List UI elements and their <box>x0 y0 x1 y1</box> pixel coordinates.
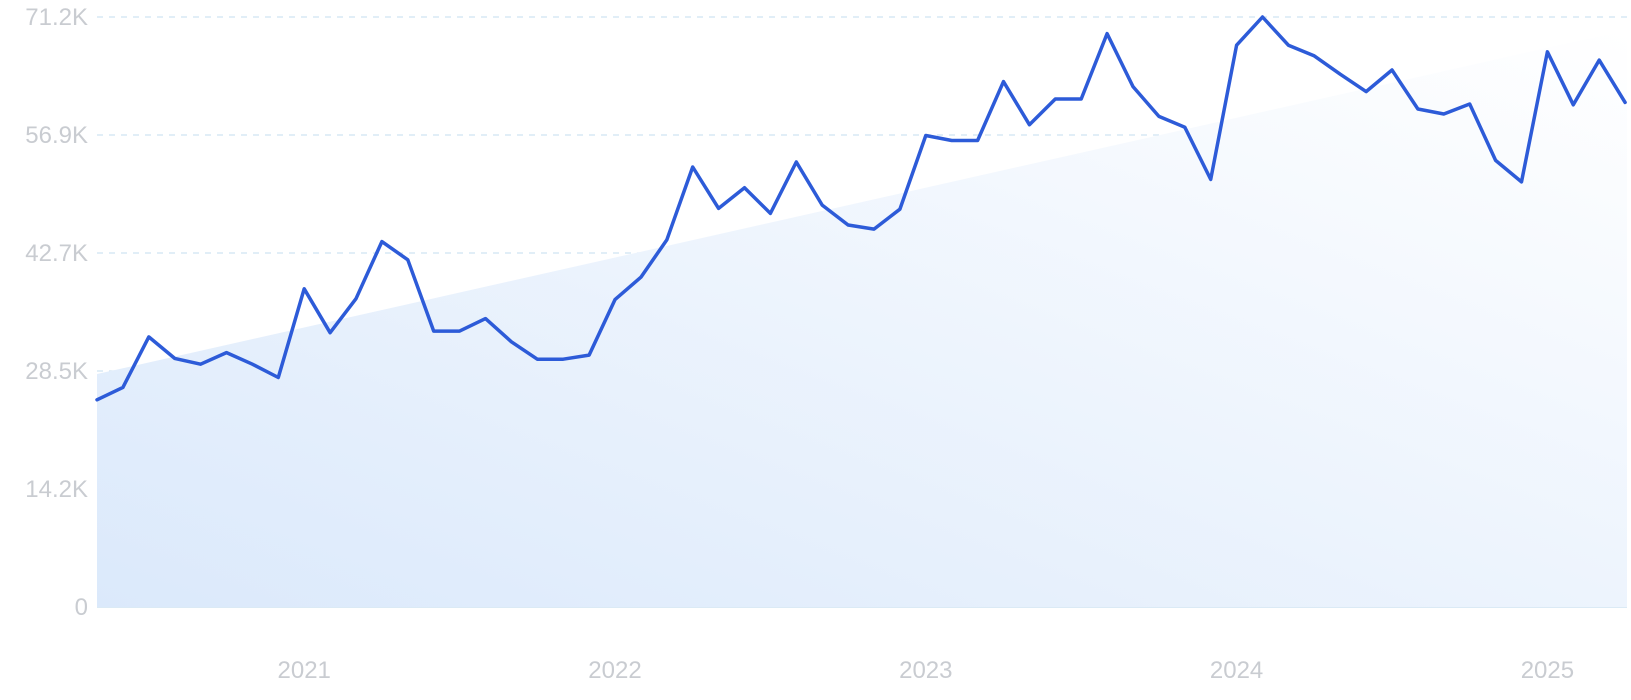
x-tick-label: 2025 <box>1521 657 1574 684</box>
trend-area-fill <box>97 29 1627 608</box>
y-tick-label: 14.2K <box>25 476 88 503</box>
series-line-group <box>95 15 1627 402</box>
y-tick-label: 28.5K <box>25 358 88 385</box>
y-tick-label: 0 <box>75 594 88 621</box>
y-tick-label: 71.2K <box>25 4 88 31</box>
x-tick-label: 2024 <box>1210 657 1263 684</box>
x-tick-label: 2023 <box>899 657 952 684</box>
y-tick-label: 42.7K <box>25 240 88 267</box>
y-axis: 0 14.2K 28.5K 42.7K 56.9K 71.2K <box>25 4 88 621</box>
x-tick-label: 2021 <box>278 657 331 684</box>
trend-area <box>97 29 1627 608</box>
x-tick-label: 2022 <box>588 657 641 684</box>
y-tick-label: 56.9K <box>25 122 88 149</box>
series-line <box>95 15 1627 402</box>
x-axis: 2021 2022 2023 2024 2025 <box>278 657 1575 684</box>
